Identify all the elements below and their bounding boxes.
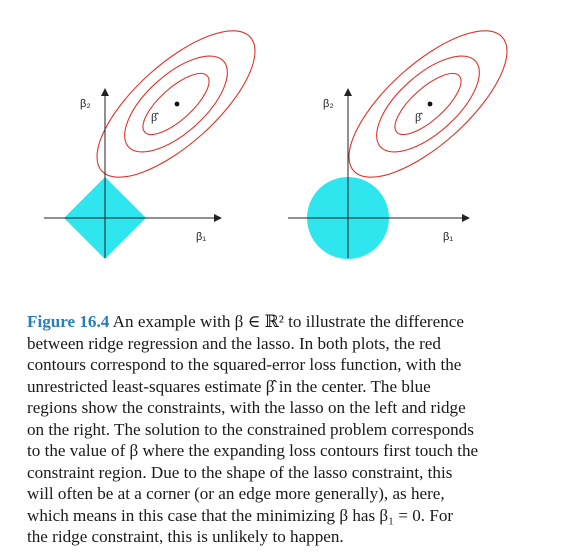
left-panel: β₂ β₁ β̂: [44, 30, 256, 259]
right-contour-outer: [348, 30, 508, 178]
right-estimate-point: [427, 101, 433, 107]
caption-line-11: the ridge constraint, this is unlikely t…: [27, 527, 344, 546]
figure-number: Figure 16.4: [27, 312, 110, 331]
caption-line-6: on the right. The solution to the constr…: [27, 419, 474, 439]
right-panel: β₂ β₁ β̂: [288, 30, 508, 259]
caption-line-text: An example with β ∈ ℝ² to illustrate the…: [112, 312, 464, 331]
right-x-axis-label: β₁: [443, 231, 453, 243]
left-x-axis-label: β₁: [196, 231, 206, 243]
left-y-axis-label: β₂: [80, 98, 91, 110]
right-contour-inner: [394, 72, 462, 136]
caption-line-2: between ridge regression and the lasso. …: [27, 333, 441, 353]
left-estimate-point: [174, 101, 180, 107]
left-contour-outer: [96, 30, 256, 178]
figure-illustration: β₂ β₁ β̂ β₂ β₁ β̂: [44, 30, 508, 259]
caption-line-1: Figure 16.4 An example with β ∈ ℝ² to il…: [27, 311, 532, 333]
caption-line-3: contours correspond to the squared-error…: [27, 355, 462, 374]
left-estimate-label: β̂: [151, 110, 159, 124]
right-contour-middle: [376, 55, 480, 153]
right-y-axis-label: β₂: [323, 98, 334, 110]
caption-line-8: constraint region. Due to the shape of t…: [27, 462, 453, 482]
caption-line-7: to the value of β where the expanding lo…: [27, 441, 479, 460]
caption-line-9: will often be at a corner (or an edge mo…: [27, 484, 445, 503]
caption-line-10: which means in this case that the minimi…: [27, 505, 454, 525]
right-loss-contours: [348, 30, 508, 178]
left-contour-middle: [124, 55, 228, 153]
caption-line-4: unrestricted least-squares estimate β̂ i…: [27, 376, 431, 396]
right-estimate-label: β̂: [415, 110, 423, 124]
caption-line-5: regions show the constraints, with the l…: [27, 398, 466, 417]
figure-caption: Figure 16.4 An example with β ∈ ℝ² to il…: [27, 311, 532, 548]
